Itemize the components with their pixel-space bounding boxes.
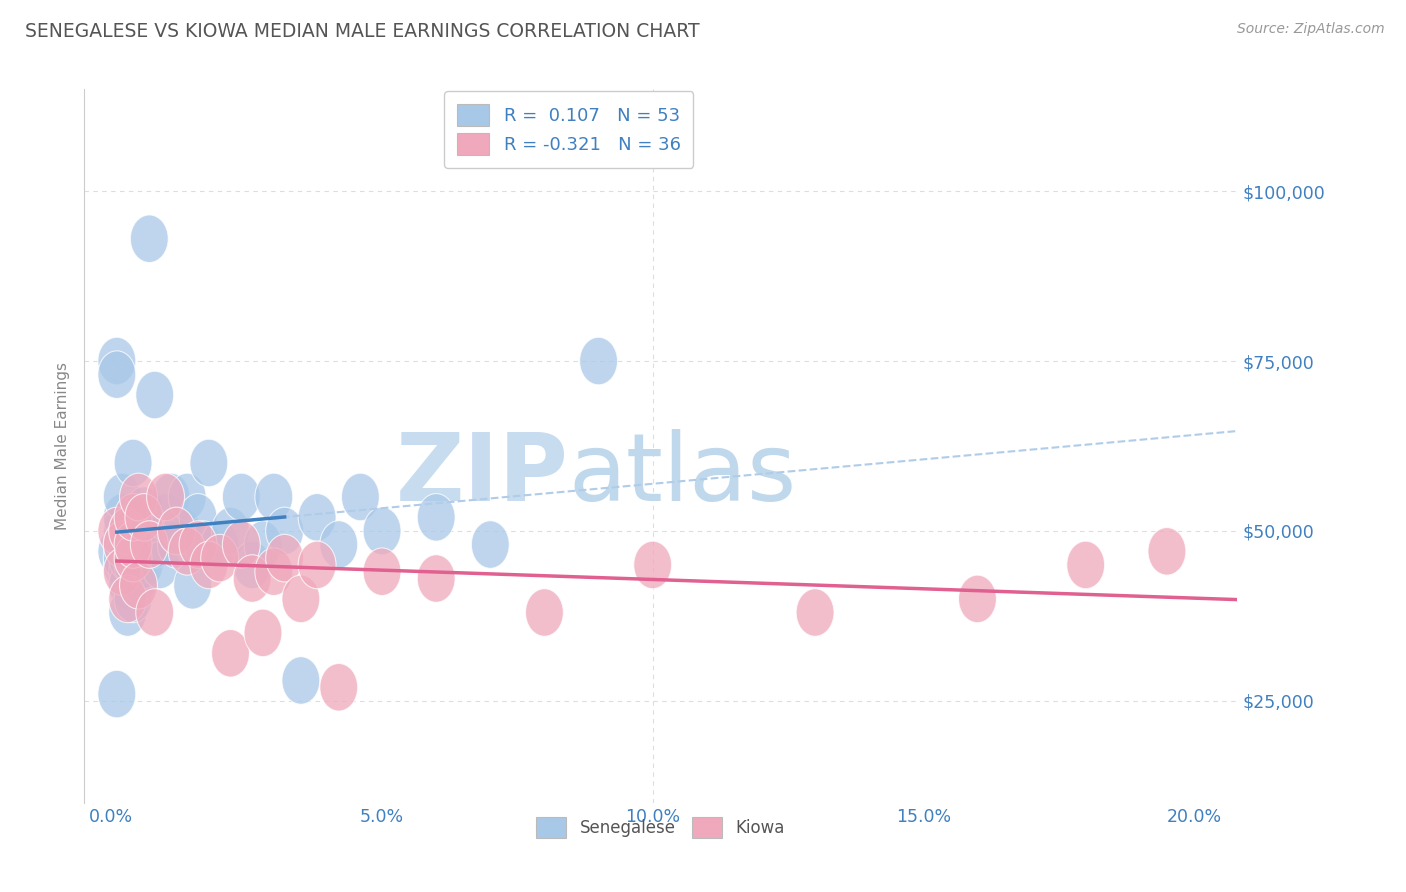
Text: Source: ZipAtlas.com: Source: ZipAtlas.com <box>1237 22 1385 37</box>
Ellipse shape <box>125 541 163 589</box>
Ellipse shape <box>108 575 146 623</box>
Ellipse shape <box>169 473 207 521</box>
Ellipse shape <box>120 493 157 541</box>
Ellipse shape <box>108 589 146 636</box>
Ellipse shape <box>245 521 283 568</box>
Ellipse shape <box>174 562 211 609</box>
Ellipse shape <box>211 630 249 677</box>
Ellipse shape <box>298 541 336 589</box>
Legend: Senegalese, Kiowa: Senegalese, Kiowa <box>530 811 792 845</box>
Ellipse shape <box>98 351 136 399</box>
Ellipse shape <box>120 521 157 568</box>
Ellipse shape <box>266 508 304 555</box>
Ellipse shape <box>634 541 672 589</box>
Ellipse shape <box>125 493 163 541</box>
Ellipse shape <box>418 555 456 602</box>
Ellipse shape <box>108 508 146 555</box>
Ellipse shape <box>363 548 401 596</box>
Ellipse shape <box>131 215 169 262</box>
Ellipse shape <box>108 548 146 596</box>
Ellipse shape <box>108 562 146 609</box>
Ellipse shape <box>125 487 163 534</box>
Ellipse shape <box>211 508 249 555</box>
Ellipse shape <box>184 521 222 568</box>
Ellipse shape <box>103 541 141 589</box>
Ellipse shape <box>103 548 141 596</box>
Ellipse shape <box>136 589 174 636</box>
Ellipse shape <box>245 609 283 657</box>
Ellipse shape <box>146 493 184 541</box>
Ellipse shape <box>157 521 195 568</box>
Text: atlas: atlas <box>568 428 797 521</box>
Ellipse shape <box>298 493 336 541</box>
Ellipse shape <box>131 521 169 568</box>
Ellipse shape <box>114 508 152 555</box>
Ellipse shape <box>319 664 357 711</box>
Ellipse shape <box>190 439 228 487</box>
Ellipse shape <box>418 493 456 541</box>
Ellipse shape <box>114 541 152 589</box>
Ellipse shape <box>120 562 157 609</box>
Ellipse shape <box>103 493 141 541</box>
Ellipse shape <box>179 493 217 541</box>
Ellipse shape <box>120 473 157 521</box>
Ellipse shape <box>108 508 146 555</box>
Ellipse shape <box>114 575 152 623</box>
Ellipse shape <box>526 589 564 636</box>
Ellipse shape <box>233 541 271 589</box>
Ellipse shape <box>98 508 136 555</box>
Ellipse shape <box>579 337 617 384</box>
Ellipse shape <box>342 473 380 521</box>
Ellipse shape <box>254 473 292 521</box>
Ellipse shape <box>796 589 834 636</box>
Ellipse shape <box>163 508 201 555</box>
Ellipse shape <box>114 521 152 568</box>
Ellipse shape <box>98 670 136 718</box>
Ellipse shape <box>254 548 292 596</box>
Ellipse shape <box>98 527 136 575</box>
Ellipse shape <box>136 521 174 568</box>
Ellipse shape <box>1067 541 1105 589</box>
Ellipse shape <box>363 508 401 555</box>
Ellipse shape <box>233 555 271 602</box>
Ellipse shape <box>136 371 174 419</box>
Ellipse shape <box>201 521 239 568</box>
Ellipse shape <box>103 473 141 521</box>
Ellipse shape <box>114 493 152 541</box>
Ellipse shape <box>471 521 509 568</box>
Ellipse shape <box>141 541 179 589</box>
Ellipse shape <box>283 657 319 705</box>
Y-axis label: Median Male Earnings: Median Male Earnings <box>55 362 70 530</box>
Ellipse shape <box>103 508 141 555</box>
Ellipse shape <box>201 534 239 582</box>
Ellipse shape <box>103 534 141 582</box>
Ellipse shape <box>114 439 152 487</box>
Ellipse shape <box>103 521 141 568</box>
Text: SENEGALESE VS KIOWA MEDIAN MALE EARNINGS CORRELATION CHART: SENEGALESE VS KIOWA MEDIAN MALE EARNINGS… <box>25 22 700 41</box>
Text: ZIP: ZIP <box>395 428 568 521</box>
Ellipse shape <box>146 473 184 521</box>
Ellipse shape <box>169 527 207 575</box>
Ellipse shape <box>179 521 217 568</box>
Ellipse shape <box>103 521 141 568</box>
Ellipse shape <box>114 534 152 582</box>
Ellipse shape <box>157 508 195 555</box>
Ellipse shape <box>108 521 146 568</box>
Ellipse shape <box>283 575 319 623</box>
Ellipse shape <box>108 534 146 582</box>
Ellipse shape <box>1147 527 1185 575</box>
Ellipse shape <box>222 521 260 568</box>
Ellipse shape <box>319 521 357 568</box>
Ellipse shape <box>152 473 190 521</box>
Ellipse shape <box>98 337 136 384</box>
Ellipse shape <box>959 575 997 623</box>
Ellipse shape <box>222 473 260 521</box>
Ellipse shape <box>266 534 304 582</box>
Ellipse shape <box>120 555 157 602</box>
Ellipse shape <box>190 541 228 589</box>
